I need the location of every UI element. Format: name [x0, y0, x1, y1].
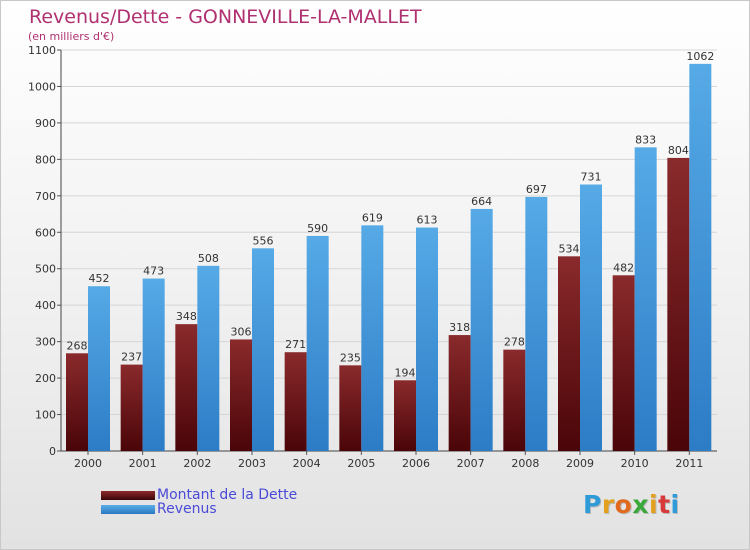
legend-item-dette: Montant de la Dette	[101, 487, 297, 503]
x-tick-label: 2009	[566, 457, 594, 470]
bar-dette	[66, 353, 88, 451]
x-tick-label: 2011	[675, 457, 703, 470]
data-label-dette: 268	[67, 339, 88, 352]
bar-dette	[120, 364, 143, 451]
data-label-dette: 278	[504, 336, 525, 349]
data-label-revenus: 697	[526, 183, 547, 196]
y-tick-label: 700	[35, 190, 56, 203]
legend-label-dette: Montant de la Dette	[157, 487, 298, 503]
data-label-revenus: 664	[471, 195, 492, 208]
x-tick-label: 2003	[238, 457, 266, 470]
data-label-revenus: 508	[198, 252, 219, 265]
bar-revenus	[634, 147, 657, 452]
x-tick-label: 2004	[293, 457, 321, 470]
bar-revenus	[142, 278, 165, 451]
data-label-revenus: 556	[253, 234, 274, 247]
bar-dette	[284, 352, 307, 451]
data-label-dette: 271	[285, 338, 306, 351]
logo-letter: P	[583, 490, 602, 519]
y-tick-label: 900	[35, 117, 56, 130]
chart-subtitle: (en milliers d'€)	[28, 30, 115, 43]
data-label-dette: 534	[559, 242, 580, 255]
legend-swatch-revenus	[101, 504, 155, 514]
bar-dette	[175, 324, 198, 451]
bar-revenus	[361, 225, 384, 451]
data-label-revenus: 1062	[686, 50, 714, 63]
data-label-revenus: 473	[143, 265, 164, 278]
bar-revenus	[689, 63, 712, 452]
data-label-dette: 482	[613, 261, 634, 274]
x-tick-label: 2002	[183, 457, 211, 470]
x-tick-label: 2008	[511, 457, 539, 470]
data-label-dette: 804	[668, 144, 689, 157]
bar-revenus	[306, 235, 329, 451]
bar-revenus	[88, 286, 110, 451]
data-label-dette: 235	[340, 351, 361, 364]
y-tick-label: 500	[35, 263, 56, 276]
bar-dette	[612, 275, 635, 451]
data-label-dette: 306	[231, 325, 252, 338]
bar-revenus	[580, 184, 602, 451]
bar-dette	[558, 256, 580, 451]
logo-letter: r	[601, 490, 615, 519]
x-tick-label: 2000	[74, 457, 102, 470]
x-tick-label: 2010	[621, 457, 649, 470]
bar-dette	[394, 380, 416, 451]
data-label-dette: 237	[121, 351, 142, 364]
logo-letter: i	[649, 490, 659, 519]
data-label-revenus: 731	[581, 171, 602, 184]
y-tick-label: 1100	[28, 44, 56, 57]
bar-dette	[503, 349, 526, 451]
data-label-dette: 194	[395, 366, 416, 379]
bar-dette	[339, 365, 362, 451]
bar-revenus	[197, 265, 220, 451]
y-tick-label: 0	[49, 445, 56, 458]
bar-revenus	[252, 248, 274, 451]
logo-letter: o	[614, 490, 633, 519]
y-tick-label: 1000	[28, 80, 56, 93]
y-tick-label: 300	[35, 336, 56, 349]
y-tick-label: 600	[35, 226, 56, 239]
bar-dette	[448, 335, 471, 451]
y-tick-label: 400	[35, 299, 56, 312]
legend-item-revenus: Revenus	[101, 501, 217, 517]
legend-label-revenus: Revenus	[157, 501, 217, 517]
proxiti-logo: Proxiti	[583, 490, 680, 519]
y-tick-label: 800	[35, 153, 56, 166]
logo-letter: t	[658, 490, 671, 519]
bar-revenus	[416, 227, 438, 451]
x-tick-label: 2001	[129, 457, 157, 470]
data-label-dette: 318	[449, 321, 470, 334]
data-label-revenus: 833	[635, 133, 656, 146]
bar-dette	[230, 339, 252, 451]
x-tick-label: 2007	[457, 457, 485, 470]
bar-revenus	[470, 208, 493, 451]
data-label-revenus: 590	[307, 222, 328, 235]
logo-letter: i	[670, 490, 680, 519]
data-label-revenus: 452	[89, 272, 110, 285]
y-tick-label: 200	[35, 372, 56, 385]
x-tick-label: 2005	[347, 457, 375, 470]
data-label-revenus: 619	[362, 211, 383, 224]
x-tick-label: 2006	[402, 457, 430, 470]
bar-dette	[667, 157, 690, 451]
bar-revenus	[525, 196, 548, 451]
legend-swatch-dette	[101, 490, 155, 500]
logo-letter: x	[632, 490, 649, 519]
data-label-dette: 348	[176, 310, 197, 323]
data-label-revenus: 613	[417, 214, 438, 227]
chart-title: Revenus/Dette - GONNEVILLE-LA-MALLET	[29, 6, 422, 28]
y-tick-label: 100	[35, 409, 56, 422]
